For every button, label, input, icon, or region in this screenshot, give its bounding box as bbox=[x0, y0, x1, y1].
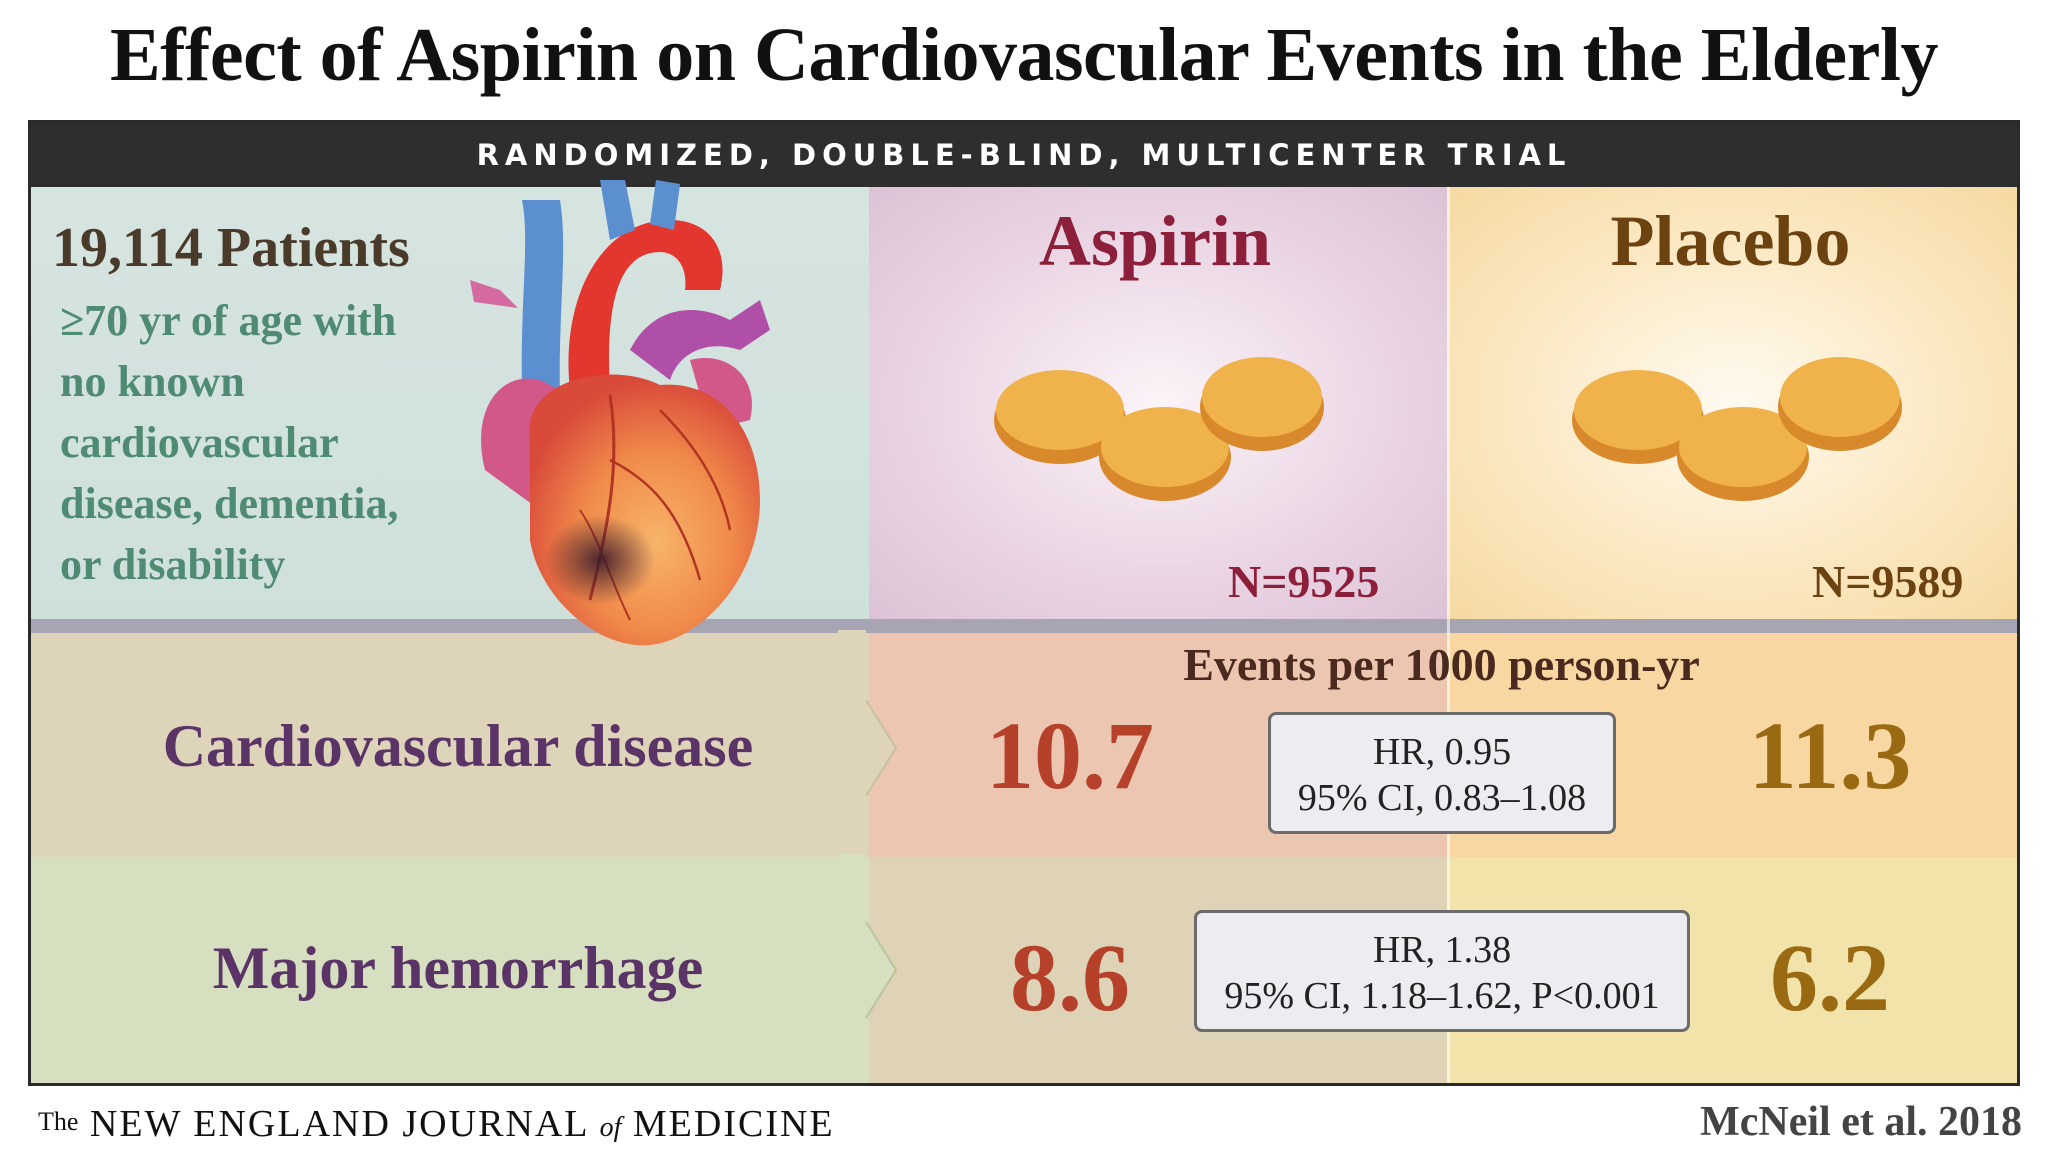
cvd-hazard-ratio-box: HR, 0.95 95% CI, 0.83–1.08 bbox=[1268, 712, 1616, 834]
patient-count: 19,114 Patients bbox=[52, 217, 410, 279]
aspirin-panel bbox=[869, 187, 1447, 619]
journal-the: The bbox=[38, 1107, 79, 1136]
cvd-aspirin-rate: 10.7 bbox=[986, 702, 1154, 809]
trial-design-banner: RANDOMIZED, DOUBLE-BLIND, MULTICENTER TR… bbox=[31, 123, 2017, 187]
journal-of: of bbox=[599, 1112, 622, 1143]
figure-title: Effect of Aspirin on Cardiovascular Even… bbox=[110, 13, 1938, 97]
hemorrhage-label-cell bbox=[31, 857, 869, 1083]
row-divider bbox=[31, 619, 2017, 633]
outcome-label-cvd: Cardiovascular disease bbox=[162, 713, 754, 779]
inclusion-criteria: ≥70 yr of age with no known cardiovascul… bbox=[60, 290, 480, 595]
citation: McNeil et al. 2018 bbox=[1700, 1099, 2022, 1145]
criteria-line: or disability bbox=[60, 540, 286, 589]
cvd-placebo-rate: 11.3 bbox=[1748, 702, 1912, 809]
criteria-line: disease, dementia, bbox=[60, 479, 399, 528]
placebo-panel bbox=[1447, 187, 2017, 619]
heart-icon bbox=[470, 180, 770, 646]
cvd-label-cell bbox=[31, 633, 869, 857]
cvd-ci: 95% CI, 0.83–1.08 bbox=[1297, 777, 1587, 819]
hemorrhage-aspirin-rate: 8.6 bbox=[1010, 924, 1130, 1031]
criteria-line: cardiovascular bbox=[60, 418, 339, 467]
criteria-line: no known bbox=[60, 357, 245, 406]
placebo-pills-icon bbox=[1572, 357, 1902, 501]
aspirin-arm-title: Aspirin bbox=[1038, 201, 1272, 281]
outcome-label-hemorrhage: Major hemorrhage bbox=[212, 935, 704, 1001]
placebo-arm-title: Placebo bbox=[1610, 201, 1851, 281]
arm-divider bbox=[1447, 187, 1450, 1083]
cvd-hr: HR, 0.95 bbox=[1372, 731, 1512, 773]
aspirin-pills-icon bbox=[994, 357, 1324, 501]
events-unit-label: Events per 1000 person-yr bbox=[1183, 639, 1700, 690]
journal-name-a: NEW ENGLAND JOURNAL bbox=[89, 1103, 589, 1145]
hemorrhage-placebo-rate: 6.2 bbox=[1770, 924, 1890, 1031]
journal-logo: The NEW ENGLAND JOURNAL of MEDICINE bbox=[38, 1102, 835, 1146]
hemorrhage-hazard-ratio-box: HR, 1.38 95% CI, 1.18–1.62, P<0.001 bbox=[1194, 910, 1690, 1032]
journal-name-b: MEDICINE bbox=[632, 1103, 835, 1145]
criteria-line: ≥70 yr of age with bbox=[60, 296, 397, 345]
hemorrhage-ci: 95% CI, 1.18–1.62, P<0.001 bbox=[1224, 975, 1660, 1017]
placebo-sample-size: N=9589 bbox=[1812, 556, 1964, 607]
aspirin-sample-size: N=9525 bbox=[1228, 556, 1380, 607]
hemorrhage-hr: HR, 1.38 bbox=[1372, 929, 1512, 971]
